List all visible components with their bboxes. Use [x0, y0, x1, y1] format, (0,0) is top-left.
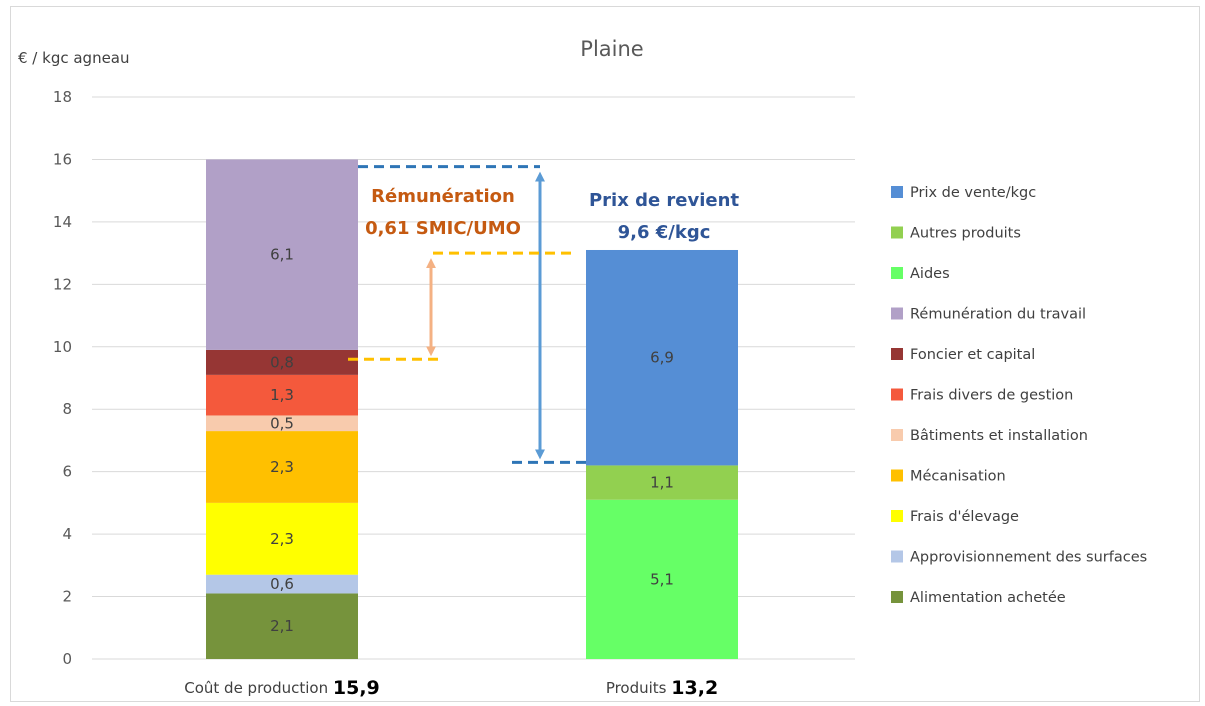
legend-swatch: [891, 267, 903, 279]
bar-segment: [586, 249, 738, 466]
bar-value-label: 5,1: [650, 570, 674, 588]
legend-label: Alimentation achetée: [910, 590, 1066, 606]
bar-value-label: 2,1: [270, 617, 294, 635]
legend-swatch: [891, 388, 903, 401]
legend-swatch: [891, 348, 903, 360]
remuneration-annotation-value: 0,61 SMIC/UMO: [365, 218, 521, 239]
legend-label: Prix de vente/kgc: [910, 185, 1036, 201]
bar-segment: [206, 593, 358, 659]
y-tick-label: 18: [53, 88, 72, 106]
x-category-labels: Coût de production 15,9 Produits 13,2: [184, 677, 718, 699]
bar-segment: [586, 465, 738, 500]
bar-segment: [206, 574, 358, 594]
y-tick-label: 2: [62, 588, 72, 606]
annotations: Rémunération 0,61 SMIC/UMO Prix de revient…: [348, 165, 739, 464]
legend-swatch: [891, 469, 903, 482]
legend-label: Frais divers de gestion: [910, 388, 1073, 404]
legend-label: Approvisionnement des surfaces: [910, 550, 1147, 566]
y-tick-label: 6: [62, 463, 72, 481]
bar-segment: [206, 431, 358, 503]
bar-value-label: 6,9: [650, 349, 674, 367]
bar-segment: [206, 502, 358, 575]
bar-segment: [206, 374, 358, 416]
legend-swatch: [891, 591, 903, 603]
legend: Prix de vente/kgc Autres produits Aides Rém…: [891, 185, 1147, 606]
y-axis-label: € / kgc agneau: [18, 49, 130, 67]
chart-title: Plaine: [580, 37, 643, 61]
bar-value-labels: 2,1 0,6 2,3 2,3 0,5 1,3 0,8 6,1 5,1 1,1 6,9: [270, 246, 674, 636]
y-tick-label: 4: [62, 525, 72, 543]
bar-value-label: 1,1: [650, 474, 674, 492]
legend-label: Aides: [910, 266, 950, 282]
prix-revient-annotation-title: Prix de revient: [589, 190, 739, 211]
y-tick-label: 10: [53, 338, 72, 356]
bar-segment: [206, 349, 358, 375]
x-category-label: Produits 13,2: [606, 677, 718, 699]
bar-value-label: 6,1: [270, 246, 294, 264]
x-category-label: Coût de production 15,9: [184, 677, 380, 699]
legend-swatch: [891, 510, 903, 522]
y-tick-label: 16: [53, 150, 72, 168]
bar-value-label: 0,5: [270, 414, 294, 432]
chart-frame: [10, 6, 1200, 702]
legend-swatch: [891, 429, 903, 441]
bar-value-label: 2,3: [270, 458, 294, 476]
y-tick-labels: 0 2 4 6 8 10 12 14 16 18: [53, 88, 72, 668]
y-tick-label: 0: [62, 650, 72, 668]
legend-swatch: [891, 550, 903, 563]
y-tick-label: 12: [53, 275, 72, 293]
bar-value-label: 0,6: [270, 575, 294, 593]
legend-label: Bâtiments et installation: [910, 428, 1088, 444]
legend-label: Autres produits: [910, 226, 1021, 242]
bar-segment: [206, 159, 358, 350]
legend-swatch: [891, 186, 903, 198]
legend-label: Foncier et capital: [910, 347, 1035, 363]
bar-value-label: 1,3: [270, 386, 294, 404]
y-tick-label: 14: [53, 213, 72, 231]
bar-segment: [206, 415, 358, 432]
prix-revient-annotation-value: 9,6 €/kgc: [618, 222, 711, 243]
legend-label: Frais d'élevage: [910, 509, 1019, 525]
legend-swatch: [891, 226, 903, 239]
remuneration-annotation-title: Rémunération: [371, 186, 515, 207]
legend-label: Rémunération du travail: [910, 307, 1086, 323]
y-tick-label: 8: [62, 400, 72, 418]
bar-segment: [586, 499, 738, 659]
bar-value-label: 2,3: [270, 530, 294, 548]
legend-label: Mécanisation: [910, 469, 1006, 485]
legend-swatch: [891, 307, 903, 320]
bar-value-label: 0,8: [270, 353, 294, 371]
bars: [206, 159, 738, 659]
